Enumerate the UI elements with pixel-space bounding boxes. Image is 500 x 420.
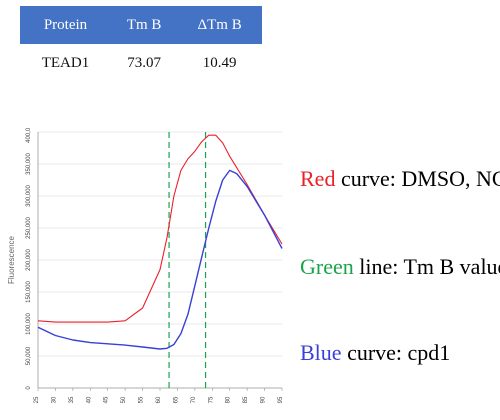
y-tick-label: 400,000 (26, 128, 32, 143)
cell-tm-b: 73.07 (127, 54, 161, 71)
x-tick-label: 30 (51, 396, 57, 403)
cell-delta-tm-b: 10.49 (202, 54, 237, 71)
legend-blue-word: Blue (300, 340, 342, 365)
table-row: TEAD1 73.07 10.49 (20, 44, 262, 82)
x-tick-label: 35 (69, 396, 75, 403)
x-tick-label: 70 (191, 396, 197, 403)
y-tick-label: 300,000 (26, 185, 32, 207)
x-tick-label: 45 (104, 396, 110, 403)
legend-red-word: Red (300, 166, 336, 191)
blue-series-line (37, 169, 283, 350)
x-tick-label: 40 (86, 396, 92, 403)
x-tick-label: 25 (34, 396, 40, 403)
x-tick-label: 75 (208, 396, 214, 403)
legend-blue-text: curve: cpd1 (341, 340, 451, 365)
x-tick-label: 55 (139, 396, 145, 403)
x-tick-label: 80 (226, 396, 232, 403)
y-axis-label: Fluorescence (7, 235, 16, 284)
y-tick-label: 150,000 (26, 281, 32, 303)
y-tick-label: 350,000 (26, 153, 32, 175)
header-tm-b: Tm B (110, 6, 178, 44)
red-series-line (37, 134, 283, 323)
x-tick-label: 60 (156, 396, 162, 403)
x-tick-label: 50 (121, 396, 127, 403)
tm-table: Protein Tm B ΔTm B TEAD1 73.07 10.49 (20, 6, 262, 82)
x-tick-label: 95 (278, 396, 284, 403)
header-protein: Protein (20, 6, 111, 44)
legend-green-word: Green (300, 254, 354, 279)
legend-green: Green line: Tm B value (300, 254, 500, 280)
x-tick-label: 90 (261, 396, 267, 403)
x-tick-label: 85 (243, 396, 249, 403)
cell-protein: TEAD1 (41, 54, 90, 71)
legend-green-text: line: Tm B value (353, 254, 500, 279)
y-tick-label: 100,000 (26, 313, 32, 335)
header-delta-tm-b: ΔTm B (177, 6, 262, 44)
table-header-row: Protein Tm B ΔTm B (20, 6, 262, 44)
legend-red-text: curve: DMSO, NC (335, 166, 500, 191)
legend-blue: Blue curve: cpd1 (300, 340, 450, 366)
y-tick-label: 50,000 (26, 346, 32, 365)
y-tick-label: 250,000 (26, 217, 32, 239)
legend-red: Red curve: DMSO, NC (300, 166, 500, 192)
melt-curve-chart: 0 50,000 100,000 150,000 200,000 250,000 300,0… (7, 128, 284, 403)
x-tick-label: 65 (173, 396, 179, 403)
y-tick-label: 200,000 (26, 249, 32, 271)
y-tick-label: 0 (26, 386, 32, 390)
